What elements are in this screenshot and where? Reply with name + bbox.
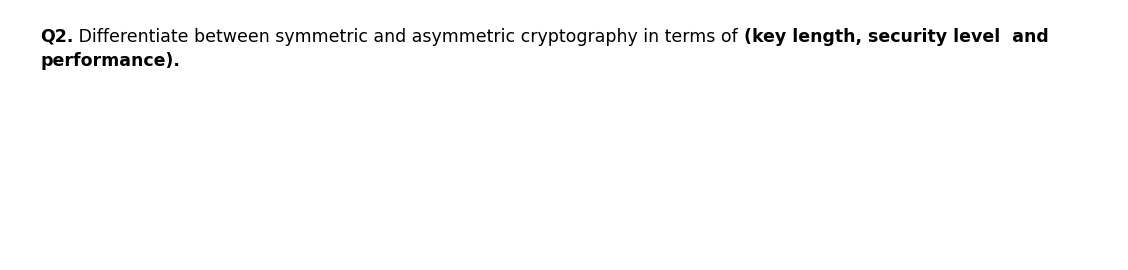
Text: Q2.: Q2. [39, 28, 73, 46]
Text: performance).: performance). [39, 52, 179, 70]
Text: Differentiate between symmetric and asymmetric cryptography in terms of: Differentiate between symmetric and asym… [73, 28, 743, 46]
Text: (key length, security level  and: (key length, security level and [743, 28, 1048, 46]
